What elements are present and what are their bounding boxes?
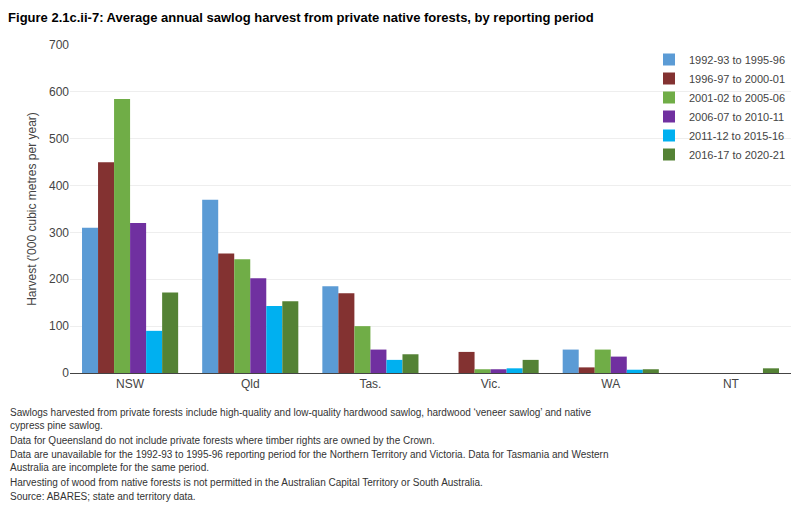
svg-text:2016-17 to 2020-21: 2016-17 to 2020-21 [689,149,785,161]
svg-text:Qld: Qld [241,377,260,391]
svg-text:300: 300 [49,226,69,240]
svg-text:1996-97 to 2000-01: 1996-97 to 2000-01 [689,73,785,85]
svg-text:2011-12 to 2015-16: 2011-12 to 2015-16 [689,130,784,142]
svg-text:Vic.: Vic. [481,377,501,391]
svg-text:700: 700 [49,38,69,52]
svg-text:Source: ABARES; state and terr: Source: ABARES; state and territory data… [10,491,196,502]
svg-text:600: 600 [49,85,69,99]
svg-text:Tas.: Tas. [359,377,381,391]
svg-text:500: 500 [49,132,69,146]
svg-text:Sawlogs harvested from private: Sawlogs harvested from private forests i… [10,407,592,431]
svg-text:400: 400 [49,179,69,193]
svg-text:NT: NT [723,377,740,391]
svg-text:2001-02 to 2005-06: 2001-02 to 2005-06 [689,92,785,104]
svg-text:Data for Queensland do not inc: Data for Queensland do not include priva… [10,435,435,446]
svg-text:100: 100 [49,319,69,333]
svg-text:Harvesting of wood from native: Harvesting of wood from native forests i… [10,477,483,488]
svg-text:Figure 2.1c.ii-7: Average annu: Figure 2.1c.ii-7: Average annual sawlog … [8,10,594,25]
svg-text:2006-07 to 2010-11: 2006-07 to 2010-11 [689,111,784,123]
svg-text:0: 0 [62,366,69,380]
svg-text:Harvest ('000 cubic metres per: Harvest ('000 cubic metres per year) [25,112,39,306]
svg-text:NSW: NSW [116,377,145,391]
svg-text:1992-93 to 1995-96: 1992-93 to 1995-96 [689,54,785,66]
svg-text:200: 200 [49,272,69,286]
svg-text:Data are unavailable for the 1: Data are unavailable for the 1992-93 to … [10,449,609,473]
svg-text:WA: WA [601,377,620,391]
